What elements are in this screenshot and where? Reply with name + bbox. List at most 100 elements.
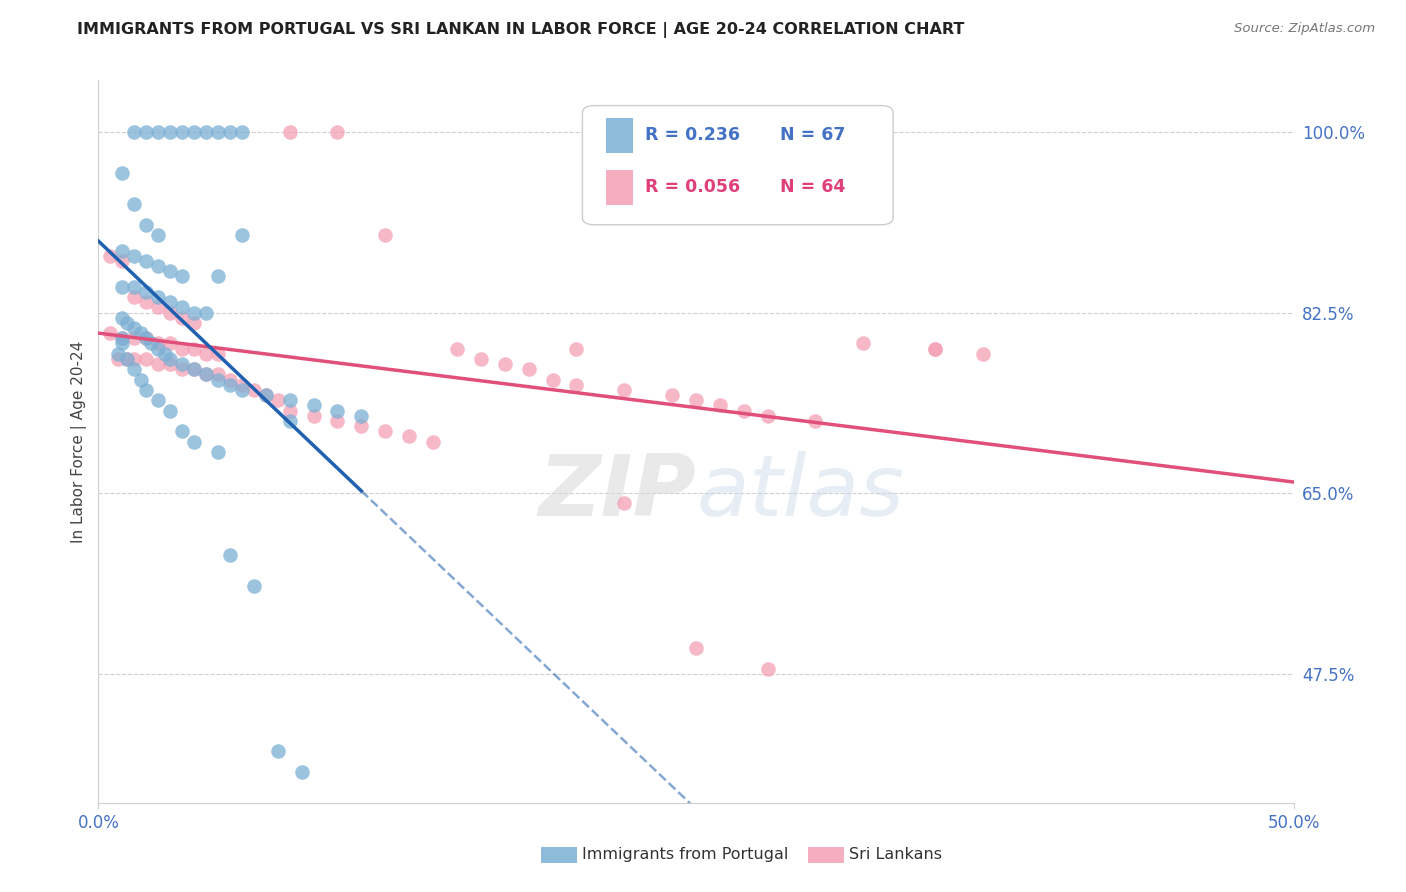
Point	[183, 305, 205, 319]
Point	[278, 125, 301, 139]
Point	[207, 347, 229, 361]
Point	[231, 383, 253, 397]
Point	[148, 290, 170, 304]
Point	[207, 373, 229, 387]
Point	[135, 295, 157, 310]
Point	[159, 351, 181, 366]
Point	[685, 640, 707, 655]
Point	[183, 434, 205, 449]
Point	[565, 377, 588, 392]
Point	[124, 125, 146, 139]
Text: atlas: atlas	[696, 450, 904, 533]
Point	[135, 254, 157, 268]
Text: R = 0.236: R = 0.236	[644, 126, 740, 145]
Point	[733, 403, 755, 417]
Point	[148, 342, 170, 356]
Point	[115, 316, 138, 330]
Point	[172, 269, 194, 284]
Point	[972, 347, 994, 361]
Point	[124, 279, 146, 293]
Point	[374, 228, 396, 243]
Point	[207, 445, 229, 459]
Point	[350, 419, 373, 434]
Point	[685, 393, 707, 408]
Point	[254, 388, 277, 402]
Point	[267, 393, 290, 408]
Point	[124, 290, 146, 304]
Point	[172, 310, 194, 325]
Point	[172, 125, 194, 139]
Point	[148, 125, 170, 139]
Point	[115, 351, 138, 366]
Point	[115, 351, 138, 366]
Point	[111, 331, 134, 345]
Point	[422, 434, 444, 449]
Point	[326, 125, 349, 139]
Point	[135, 218, 157, 232]
Point	[243, 579, 266, 593]
Point	[207, 125, 229, 139]
Point	[172, 342, 194, 356]
Point	[278, 414, 301, 428]
Point	[219, 125, 242, 139]
Point	[135, 383, 157, 397]
Bar	[606, 118, 633, 153]
Text: N = 64: N = 64	[779, 178, 845, 196]
Point	[494, 357, 516, 371]
Point	[111, 336, 134, 351]
Point	[541, 373, 564, 387]
Point	[155, 347, 177, 361]
Point	[231, 125, 253, 139]
Point	[302, 398, 325, 412]
Point	[159, 264, 181, 278]
Point	[124, 249, 146, 263]
Point	[565, 342, 588, 356]
Point	[148, 301, 170, 315]
Point	[159, 305, 181, 319]
Point	[159, 357, 181, 371]
Point	[278, 403, 301, 417]
Point	[98, 326, 122, 341]
Point	[148, 393, 170, 408]
Point	[111, 254, 134, 268]
Point	[326, 414, 349, 428]
Point	[183, 362, 205, 376]
Point	[852, 336, 875, 351]
Point	[207, 368, 229, 382]
Point	[613, 496, 636, 510]
Point	[131, 373, 153, 387]
Point	[131, 326, 153, 341]
Text: Sri Lankans: Sri Lankans	[849, 847, 942, 862]
Point	[172, 301, 194, 315]
Point	[135, 125, 157, 139]
Point	[517, 362, 540, 376]
Text: N = 67: N = 67	[779, 126, 845, 145]
Point	[135, 285, 157, 299]
Point	[254, 388, 277, 402]
Point	[172, 357, 194, 371]
Point	[804, 414, 827, 428]
Point	[183, 125, 205, 139]
Point	[470, 351, 492, 366]
Point	[183, 362, 205, 376]
Point	[148, 336, 170, 351]
Point	[111, 310, 134, 325]
Text: R = 0.056: R = 0.056	[644, 178, 740, 196]
Point	[124, 362, 146, 376]
Point	[219, 373, 242, 387]
Text: Immigrants from Portugal: Immigrants from Portugal	[582, 847, 789, 862]
Point	[195, 125, 218, 139]
Point	[111, 166, 134, 180]
Point	[135, 351, 157, 366]
Point	[195, 368, 218, 382]
Point	[278, 393, 301, 408]
Point	[231, 228, 253, 243]
Point	[326, 403, 349, 417]
Point	[159, 403, 181, 417]
Point	[172, 362, 194, 376]
Point	[195, 347, 218, 361]
Point	[159, 336, 181, 351]
Point	[195, 305, 218, 319]
Point	[159, 295, 181, 310]
Point	[446, 342, 468, 356]
